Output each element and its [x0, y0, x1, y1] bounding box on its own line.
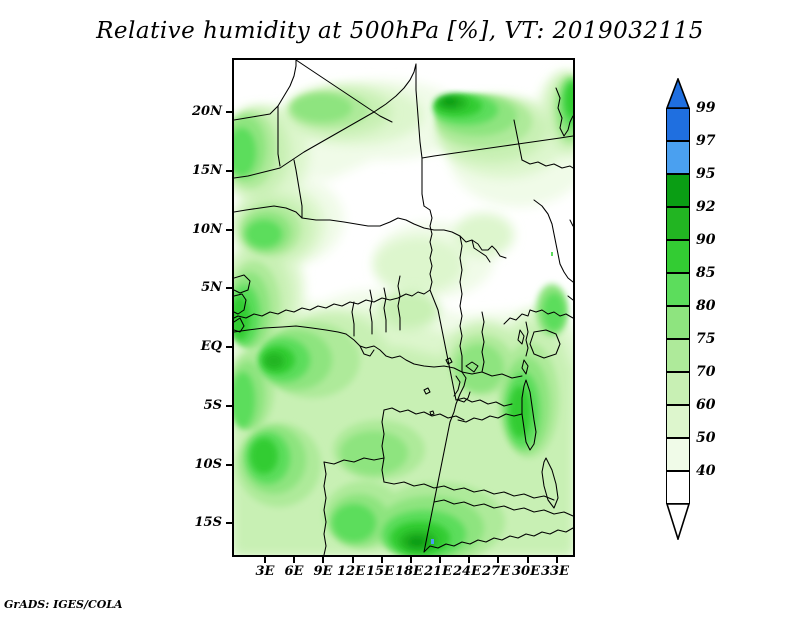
- y-axis-label-10s: 10S: [194, 457, 222, 472]
- y-tick: [226, 287, 232, 289]
- colorbar-label-80: 80: [696, 298, 716, 314]
- colorbar-label-40: 40: [696, 463, 716, 479]
- colorbar-segment-85: [666, 273, 690, 306]
- colorbar-bottom-arrow: [666, 503, 690, 540]
- x-tick: [439, 557, 441, 563]
- map-plot: [232, 58, 575, 557]
- x-tick: [381, 557, 383, 563]
- x-tick: [527, 557, 529, 563]
- x-axis-label-24e: 24E: [453, 564, 481, 579]
- x-tick: [410, 557, 412, 563]
- y-axis-label-eq: EQ: [200, 339, 222, 354]
- x-tick: [497, 557, 499, 563]
- x-axis-label-33e: 33E: [541, 564, 569, 579]
- x-tick: [468, 557, 470, 563]
- colorbar-label-99: 99: [696, 100, 716, 116]
- y-axis-label-15s: 15S: [194, 515, 222, 530]
- y-tick: [226, 170, 232, 172]
- y-tick: [226, 229, 232, 231]
- x-axis-label-30e: 30E: [512, 564, 540, 579]
- y-tick: [226, 405, 232, 407]
- colorbar-segment-92: [666, 207, 690, 240]
- x-tick: [352, 557, 354, 563]
- x-tick: [264, 557, 266, 563]
- y-tick: [226, 346, 232, 348]
- colorbar-label-50: 50: [696, 430, 716, 446]
- x-axis-label-15e: 15E: [366, 564, 394, 579]
- x-axis-label-3e: 3E: [255, 564, 275, 579]
- colorbar-segment-75: [666, 339, 690, 372]
- x-axis-label-9e: 9E: [313, 564, 333, 579]
- colorbar-label-97: 97: [696, 133, 716, 149]
- colorbar-label-70: 70: [696, 364, 716, 380]
- y-axis-label-5s: 5S: [203, 398, 222, 413]
- colorbar-label-85: 85: [696, 265, 716, 281]
- colorbar-top-arrow: [666, 78, 690, 109]
- colorbar-label-75: 75: [696, 331, 716, 347]
- x-tick: [293, 557, 295, 563]
- credit-text: GrADS: IGES/COLA: [4, 598, 123, 611]
- colorbar-label-90: 90: [696, 232, 716, 248]
- x-tick: [322, 557, 324, 563]
- colorbar: 99 97 95 92 90 85 80 75 70 60 50 40: [666, 78, 715, 540]
- colorbar-segment-40: [666, 471, 690, 504]
- x-axis-label-18e: 18E: [395, 564, 423, 579]
- colorbar-label-92: 92: [696, 199, 716, 215]
- colorbar-segment-97: [666, 141, 690, 174]
- y-tick: [226, 522, 232, 524]
- colorbar-segment-95: [666, 174, 690, 207]
- page-title: Relative humidity at 500hPa [%], VT: 201…: [96, 18, 704, 44]
- y-tick: [226, 464, 232, 466]
- x-axis-label-12e: 12E: [337, 564, 365, 579]
- colorbar-segment-60: [666, 405, 690, 438]
- humidity-map-svg: [234, 60, 573, 555]
- colorbar-segment-80: [666, 306, 690, 339]
- x-axis-label-6e: 6E: [284, 564, 304, 579]
- y-axis-label-5n: 5N: [201, 280, 222, 295]
- x-axis-label-27e: 27E: [482, 564, 510, 579]
- y-axis-label-20n: 20N: [192, 104, 222, 119]
- colorbar-segment-50: [666, 438, 690, 471]
- x-tick: [556, 557, 558, 563]
- colorbar-segment-70: [666, 372, 690, 405]
- y-axis-label-10n: 10N: [192, 222, 222, 237]
- y-tick: [226, 111, 232, 113]
- colorbar-label-60: 60: [696, 397, 716, 413]
- colorbar-segment-90: [666, 240, 690, 273]
- x-axis-label-21e: 21E: [424, 564, 452, 579]
- y-axis-label-15n: 15N: [192, 163, 222, 178]
- colorbar-label-95: 95: [696, 166, 716, 182]
- colorbar-segment-99: [666, 108, 690, 141]
